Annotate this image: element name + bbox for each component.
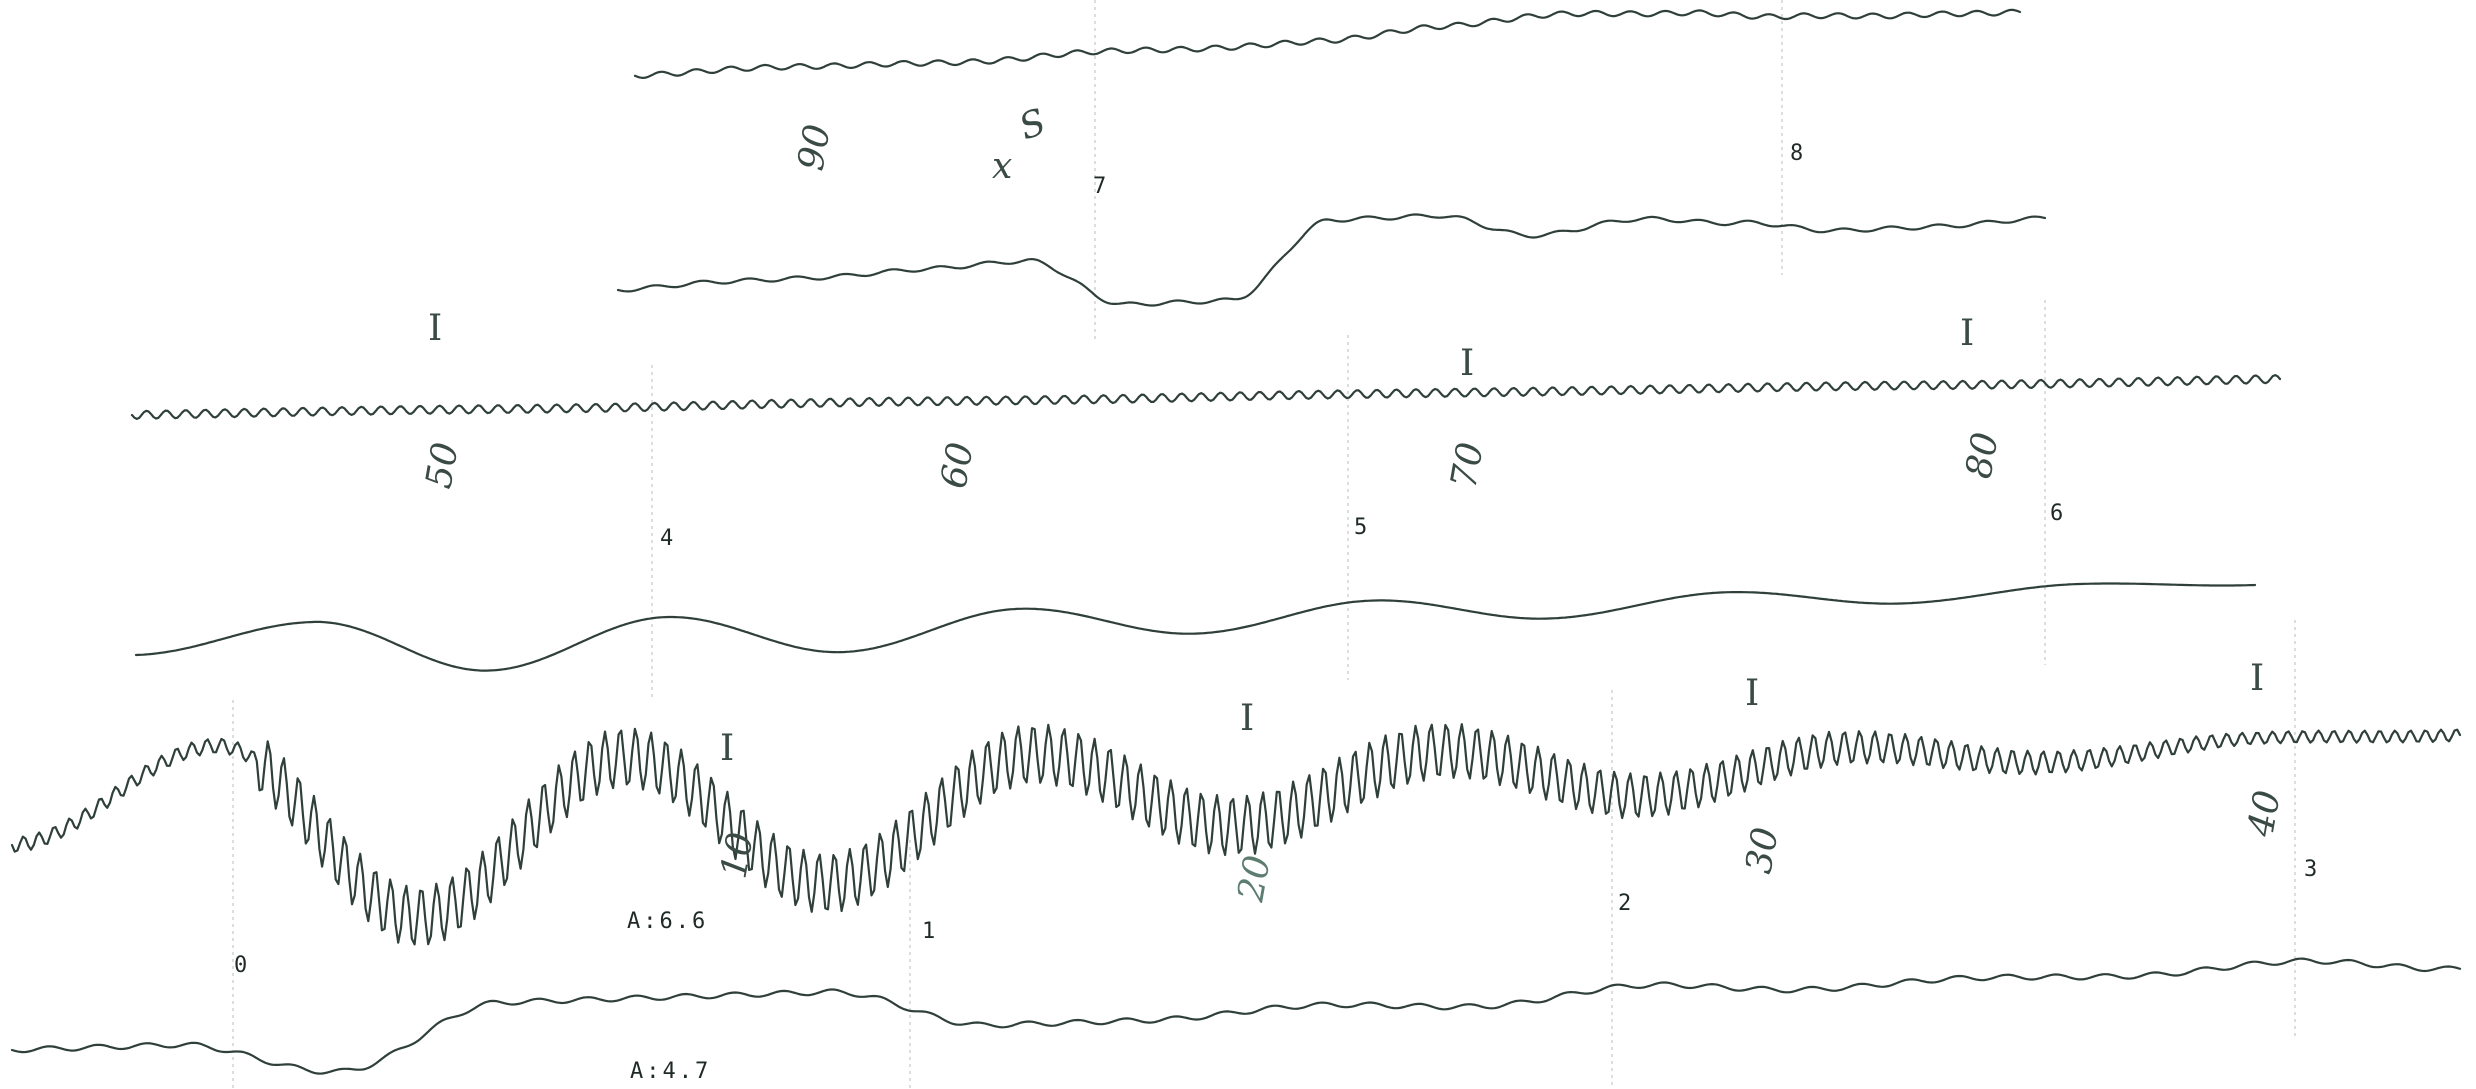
event-marker-5: 5 <box>1354 515 1367 540</box>
handwritten-40: 40 <box>2240 787 2289 840</box>
handwritten-90: 90 <box>790 121 838 173</box>
handwritten-10: 10 <box>713 829 761 881</box>
event-marker-4: 4 <box>660 526 673 551</box>
trace-5 <box>10 723 2462 946</box>
amplitude-label-lower: A:4.7 <box>630 1059 711 1084</box>
event-markers: 0 1 2 3 4 5 6 7 8 <box>234 141 2317 978</box>
tick-strokes: I I I I I I I <box>428 308 2264 769</box>
traces <box>10 8 2462 1075</box>
amplitude-label-upper: A:6.6 <box>627 909 708 934</box>
handwritten-50: 50 <box>418 439 466 491</box>
event-marker-0: 0 <box>234 953 247 978</box>
event-marker-1: 1 <box>922 919 935 944</box>
tick-stroke: I <box>1460 343 1474 384</box>
handwritten-70: 70 <box>1443 439 1491 491</box>
event-marker-8: 8 <box>1790 141 1803 166</box>
tick-stroke: I <box>1745 673 1759 714</box>
trace-1 <box>633 8 2022 79</box>
tick-stroke: I <box>1240 698 1254 739</box>
trace-6 <box>10 957 2462 1075</box>
handwritten-60: 60 <box>933 439 981 491</box>
event-marker-2: 2 <box>1618 891 1631 916</box>
event-marker-6: 6 <box>2050 501 2063 526</box>
trace-3 <box>130 374 2282 420</box>
tick-stroke: I <box>428 308 442 349</box>
handwritten-30: 30 <box>1738 824 1786 876</box>
handwritten-note-x: x <box>992 146 1012 187</box>
trace-2 <box>616 213 2047 307</box>
handwritten-80: 80 <box>1958 429 2006 481</box>
event-marker-3: 3 <box>2304 857 2317 882</box>
handwritten-note-s: S <box>1014 101 1051 148</box>
handwritten-numbers: 10 20 30 40 50 60 70 80 90 <box>418 121 2288 905</box>
tick-stroke: I <box>1960 313 1974 354</box>
event-lines <box>232 0 2296 1089</box>
trace-4 <box>134 582 2257 672</box>
handwritten-20: 20 <box>1230 852 1279 905</box>
tick-stroke: I <box>2250 658 2264 699</box>
event-marker-7: 7 <box>1093 174 1106 199</box>
tick-stroke: I <box>720 728 734 769</box>
